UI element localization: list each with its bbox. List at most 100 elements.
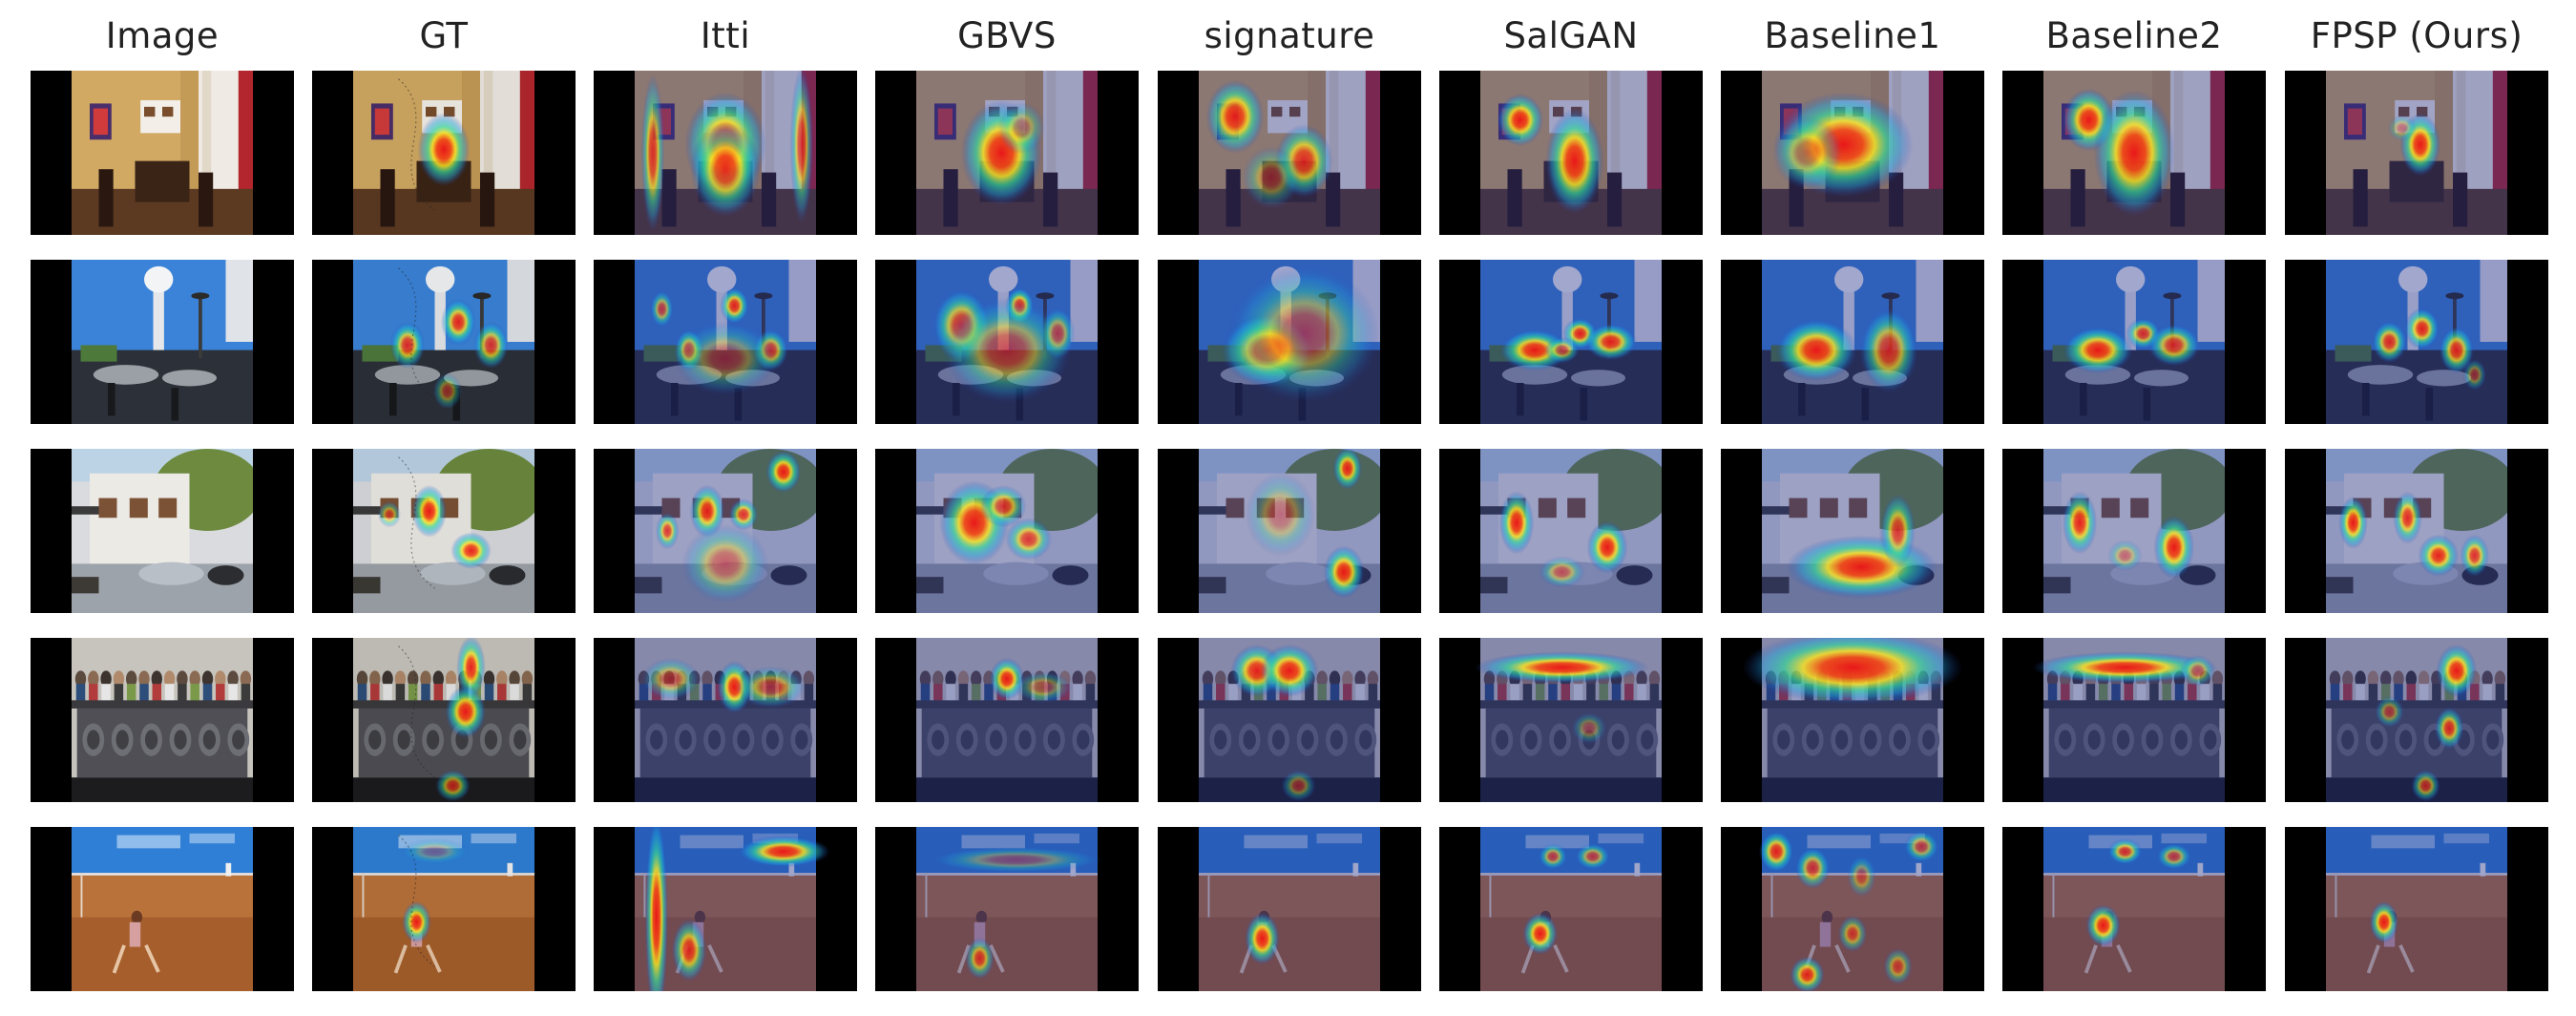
fixation-contour xyxy=(398,267,435,400)
image-tennis-court-8 xyxy=(2326,827,2507,991)
cell-dining-room-map-5 xyxy=(1439,71,1703,235)
image-tennis-court-0 xyxy=(72,827,253,991)
image-restaurant-patio-6 xyxy=(1762,260,1943,424)
saliency-blob xyxy=(1242,145,1301,209)
saliency-blob xyxy=(1772,116,1842,190)
saliency-blob xyxy=(2439,326,2475,374)
saliency-blob xyxy=(2375,695,2404,728)
cell-restaurant-patio-map-8 xyxy=(2285,260,2548,424)
saliency-blob xyxy=(473,321,509,370)
image-dining-room-5 xyxy=(1480,71,1662,235)
image-restaurant-patio-5 xyxy=(1480,260,1662,424)
saliency-blob xyxy=(2180,654,2215,687)
cell-dining-room-map-6 xyxy=(1721,71,1984,235)
saliency-blob xyxy=(728,498,759,531)
image-tennis-court-5 xyxy=(1480,827,1662,991)
cell-street-storefront-map-4 xyxy=(1158,449,1421,613)
fixation-contour xyxy=(398,78,435,211)
saliency-blob xyxy=(1586,520,1628,574)
saliency-blob xyxy=(1039,307,1076,360)
cell-street-storefront-map-3 xyxy=(875,449,1139,613)
image-street-storefront-6 xyxy=(1762,449,1943,613)
image-tennis-court-6 xyxy=(1758,827,1943,991)
cell-dining-room-image-0 xyxy=(31,71,294,235)
saliency-blob xyxy=(737,836,830,868)
saliency-blob xyxy=(1228,265,1380,402)
cell-tennis-court-map-4 xyxy=(1158,827,1421,991)
cell-dining-room-map-8 xyxy=(2285,71,2548,235)
image-crowd-balcony-1 xyxy=(353,638,534,802)
saliency-blob xyxy=(1475,651,1649,684)
saliency-blob xyxy=(2435,707,2464,750)
image-restaurant-patio-2 xyxy=(635,260,816,424)
image-dining-room-7 xyxy=(2043,71,2225,235)
cell-tennis-court-map-5 xyxy=(1439,827,1703,991)
image-dining-room-4 xyxy=(1199,71,1380,235)
cell-street-storefront-image-0 xyxy=(31,449,294,613)
saliency-blob xyxy=(1837,915,1868,953)
image-street-storefront-8 xyxy=(2326,449,2507,613)
saliency-blob xyxy=(1786,535,1937,599)
cell-dining-room-map-2 xyxy=(594,71,857,235)
column-header-2: Itti xyxy=(700,15,751,56)
cell-restaurant-patio-gt-1 xyxy=(312,260,576,424)
heatmap-wash xyxy=(1199,827,1380,991)
saliency-blob xyxy=(929,846,1103,874)
saliency-blob xyxy=(1498,491,1535,555)
saliency-blob xyxy=(2085,904,2121,947)
saliency-blob xyxy=(450,532,492,569)
cell-dining-room-map-4 xyxy=(1158,71,1421,235)
saliency-blob xyxy=(1859,307,1918,392)
saliency-blob xyxy=(2338,496,2368,549)
image-crowd-balcony-5 xyxy=(1475,638,1662,802)
image-restaurant-patio-7 xyxy=(2043,260,2225,424)
column-header-5: SalGAN xyxy=(1503,15,1639,56)
saliency-blob xyxy=(2107,838,2143,865)
column-header-8: FPSP (Ours) xyxy=(2310,15,2524,56)
cell-tennis-court-map-3 xyxy=(875,827,1139,991)
image-street-storefront-1 xyxy=(353,449,534,613)
saliency-blob xyxy=(673,321,778,395)
image-street-storefront-5 xyxy=(1480,449,1662,613)
saliency-blob xyxy=(1880,494,1916,568)
saliency-blob xyxy=(1790,956,1825,991)
image-tennis-court-2 xyxy=(635,827,830,991)
saliency-blob xyxy=(400,838,470,865)
cell-crowd-balcony-map-7 xyxy=(2002,638,2266,802)
saliency-blob xyxy=(644,827,668,991)
column-header-1: GT xyxy=(419,15,469,56)
saliency-blob xyxy=(445,685,487,738)
saliency-blob xyxy=(1538,843,1568,870)
cell-crowd-balcony-map-6 xyxy=(1721,638,1984,802)
cell-crowd-balcony-gt-1 xyxy=(312,638,576,802)
cell-dining-room-map-3 xyxy=(875,71,1139,235)
image-street-storefront-3 xyxy=(916,449,1098,613)
saliency-blob xyxy=(2369,900,2398,943)
saliency-blob xyxy=(943,297,1071,403)
cell-dining-room-map-7 xyxy=(2002,71,2266,235)
saliency-blob xyxy=(2147,324,2201,367)
saliency-blob xyxy=(1758,830,1794,873)
column-header-3: GBVS xyxy=(957,15,1057,56)
cell-crowd-balcony-map-4 xyxy=(1158,638,1421,802)
saliency-blob xyxy=(440,298,476,347)
saliency-blob xyxy=(789,71,813,223)
saliency-blob xyxy=(1522,912,1558,955)
cell-dining-room-gt-1 xyxy=(312,71,576,235)
column-header-4: signature xyxy=(1204,15,1375,56)
column-header-6: Baseline1 xyxy=(1764,15,1941,56)
cell-street-storefront-map-2 xyxy=(594,449,857,613)
cell-street-storefront-map-5 xyxy=(1439,449,1703,613)
cell-tennis-court-map-7 xyxy=(2002,827,2266,991)
fixation-contour xyxy=(398,835,435,967)
saliency-blob xyxy=(377,501,402,528)
saliency-blob xyxy=(979,485,1027,528)
saliency-blob xyxy=(402,900,431,943)
image-crowd-balcony-8 xyxy=(2326,638,2507,802)
image-crowd-balcony-6 xyxy=(1742,638,1963,802)
saliency-blob xyxy=(2462,358,2486,391)
image-dining-room-3 xyxy=(916,71,1098,235)
image-crowd-balcony-3 xyxy=(916,638,1098,802)
saliency-blob xyxy=(389,321,426,370)
saliency-blob xyxy=(1545,108,1604,214)
